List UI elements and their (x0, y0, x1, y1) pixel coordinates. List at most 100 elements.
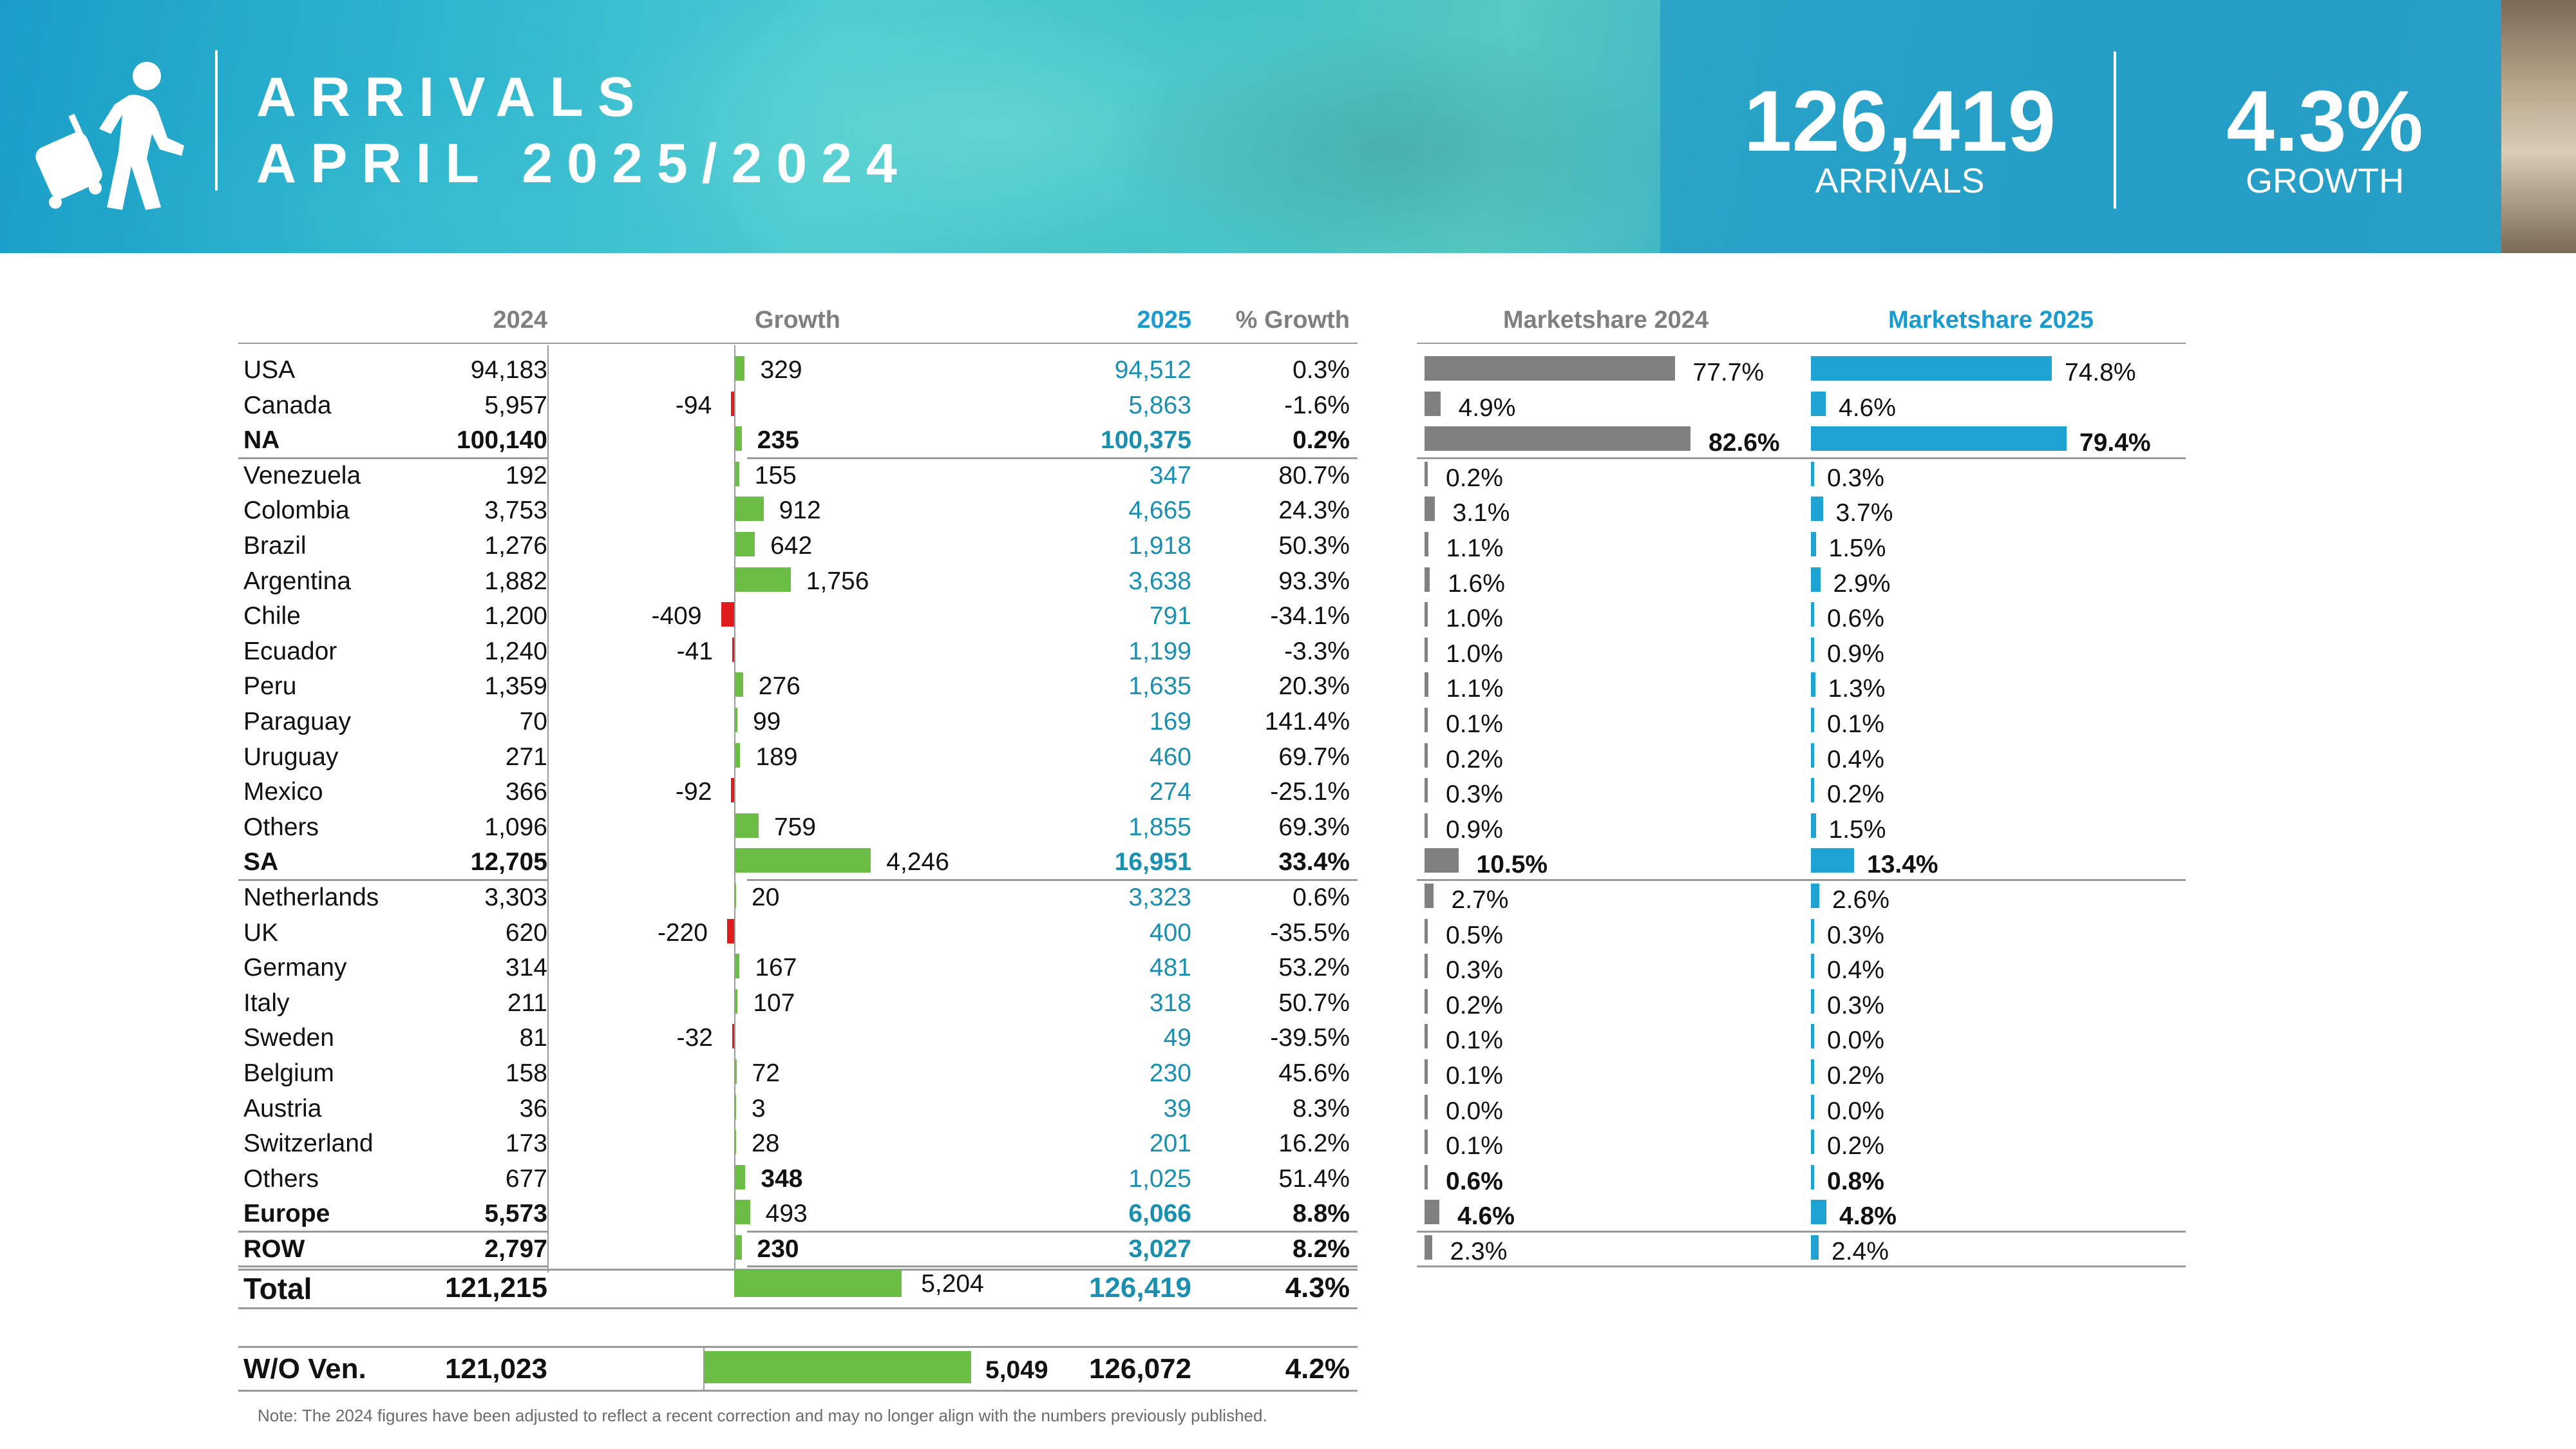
ms2024-label-others: 0.6% (1446, 1167, 1503, 1195)
value-2025-peru: 1,635 (1128, 672, 1191, 701)
value-2025-canada: 5,863 (1128, 391, 1191, 419)
growth-label-switzerland: 28 (752, 1130, 780, 1158)
group-rule-mid-na (747, 457, 1358, 459)
pct-growth-others: 69.3% (1278, 813, 1350, 841)
ms2024-bar-sa (1425, 848, 1459, 873)
ms2024-label-italy: 0.2% (1446, 991, 1503, 1019)
row-label-uk: UK (243, 918, 279, 947)
growth-canada-bar (731, 391, 734, 416)
row-label-uruguay: Uruguay (243, 743, 339, 771)
ms2025-bar-austria (1811, 1094, 1814, 1119)
row-label-austria: Austria (243, 1094, 322, 1122)
ms2025-label-paraguay: 0.1% (1827, 710, 1884, 738)
ms2024-label-austria: 0.0% (1446, 1097, 1503, 1125)
wo-ven-label: W/O Ven. (243, 1353, 366, 1385)
ms2025-bar-usa (1811, 356, 2052, 381)
pct-growth-colombia: 24.3% (1278, 497, 1350, 525)
ms2024-label-europe: 4.6% (1457, 1202, 1515, 1231)
value-2025-usa: 94,512 (1114, 356, 1191, 384)
pct-growth-venezuela: 80.7% (1278, 461, 1350, 489)
growth-uk-bar (727, 918, 734, 943)
ms2024-label-na: 82.6% (1709, 429, 1780, 457)
ms2024-label-ecuador: 1.0% (1446, 639, 1503, 668)
pct-growth-sa: 33.4% (1278, 848, 1350, 876)
wo-ven-2024: 121,023 (444, 1353, 547, 1385)
ms2025-label-venezuela: 0.3% (1827, 464, 1884, 492)
ms2024-bar-paraguay (1425, 708, 1428, 732)
divider-growth (734, 345, 735, 1273)
ms2024-bar-canada (1425, 391, 1441, 416)
value-2025-europe: 6,066 (1128, 1200, 1191, 1228)
ms2024-bar-uruguay (1425, 743, 1428, 768)
ms2024-label-colombia: 3.1% (1452, 499, 1510, 527)
group-rule-right-sa (1417, 879, 2186, 881)
total-rule-top (238, 1269, 1358, 1271)
ms2024-label-mexico: 0.3% (1446, 781, 1503, 809)
growth-label-netherlands: 20 (752, 884, 780, 911)
growth-usa-bar (734, 356, 745, 381)
ms2025-bar-belgium (1811, 1059, 1814, 1084)
value-2024-peru: 1,359 (484, 672, 547, 701)
ms2025-bar-switzerland (1811, 1130, 1814, 1155)
growth-label-colombia: 912 (779, 497, 821, 525)
traveler-luggage-icon (35, 62, 184, 210)
value-2024-argentina: 1,882 (484, 567, 547, 595)
ms2024-label-usa: 77.7% (1692, 359, 1765, 386)
pct-growth-germany: 53.2% (1278, 954, 1350, 982)
value-2024-colombia: 3,753 (484, 497, 547, 525)
value-2024-paraguay: 70 (519, 708, 547, 735)
ms2024-bar-netherlands (1425, 884, 1434, 908)
ms2025-label-uruguay: 0.4% (1827, 745, 1884, 773)
ms2025-bar-canada (1811, 391, 1826, 416)
row-label-canada: Canada (243, 391, 332, 419)
group-rule-left-row (238, 1265, 547, 1267)
pct-growth-ecuador: -3.3% (1284, 637, 1350, 665)
value-2025-brazil: 1,918 (1128, 532, 1191, 560)
footnote: Note: The 2024 figures have been adjuste… (258, 1406, 1267, 1425)
ms2025-bar-colombia (1811, 497, 1823, 522)
ms2025-bar-na (1811, 426, 2067, 451)
group-rule-right-na (1417, 457, 2186, 459)
ms2025-bar-sweden (1811, 1024, 1814, 1049)
ms2024-bar-austria (1425, 1094, 1428, 1119)
water-texture (580, 0, 1417, 253)
growth-ecuador-bar (732, 637, 734, 662)
ms2025-bar-argentina (1811, 567, 1821, 592)
ms2024-bar-peru (1425, 672, 1428, 697)
value-2025-paraguay: 169 (1149, 708, 1191, 735)
ms2025-label-others: 0.8% (1827, 1167, 1884, 1195)
ms2025-label-mexico: 0.2% (1827, 781, 1884, 809)
growth-label-na: 235 (757, 426, 799, 455)
ms2024-label-switzerland: 0.1% (1446, 1132, 1503, 1160)
ms2024-label-peru: 1.1% (1446, 675, 1504, 703)
row-label-others: Others (243, 1164, 319, 1193)
pct-growth-argentina: 93.3% (1278, 567, 1350, 595)
total-growth-label: 5,204 (921, 1270, 984, 1298)
ms2024-label-paraguay: 0.1% (1446, 710, 1503, 738)
growth-label-row: 230 (757, 1235, 799, 1263)
wo-ven-pct-growth: 4.2% (1285, 1353, 1350, 1385)
divider-2024 (547, 345, 549, 1273)
total-growth-bar (734, 1270, 902, 1297)
ms2024-bar-uk (1425, 918, 1428, 943)
ms2024-bar-italy (1425, 989, 1428, 1014)
value-2024-austria: 36 (519, 1094, 547, 1122)
ms2024-bar-venezuela (1425, 461, 1428, 486)
group-rule-mid-row (747, 1265, 1358, 1267)
ms2024-bar-na (1425, 426, 1690, 451)
row-label-na: NA (243, 426, 280, 455)
row-label-mexico: Mexico (243, 778, 323, 806)
row-label-belgium: Belgium (243, 1059, 334, 1087)
ms2025-bar-europe (1811, 1200, 1826, 1225)
value-2025-uk: 400 (1149, 918, 1191, 947)
ms2024-label-germany: 0.3% (1446, 956, 1503, 985)
row-label-peru: Peru (243, 672, 297, 701)
pct-growth-sweden: -39.5% (1270, 1024, 1350, 1052)
value-2024-venezuela: 192 (505, 461, 547, 489)
row-label-colombia: Colombia (243, 497, 350, 525)
growth-label-sweden: -32 (676, 1024, 713, 1052)
ms2025-label-brazil: 1.5% (1828, 535, 1886, 562)
pct-growth-italy: 50.7% (1278, 989, 1350, 1017)
growth-label-brazil: 642 (770, 532, 813, 560)
growth-label-chile: -409 (651, 602, 702, 630)
